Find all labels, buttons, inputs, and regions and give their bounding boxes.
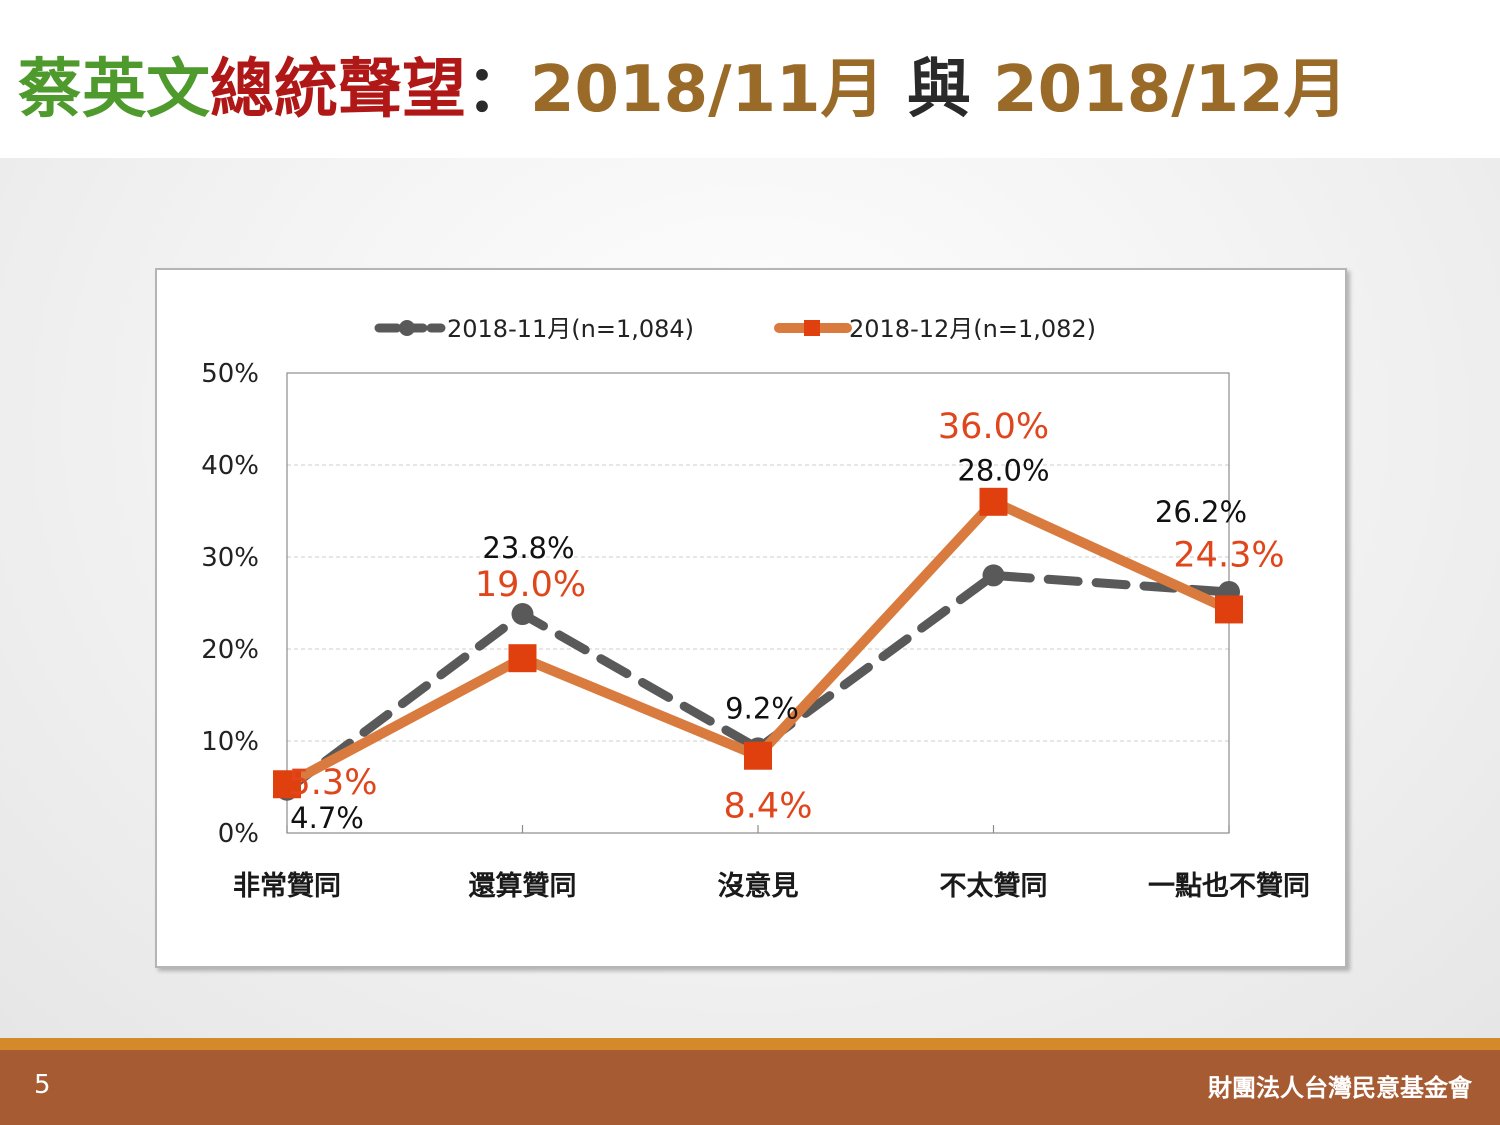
title-bar: 蔡英文總統聲望：2018/11月 與 2018/12月 xyxy=(0,0,1500,158)
series-dec-marker xyxy=(979,487,1008,516)
title-subject: 蔡英文 xyxy=(18,53,210,127)
data-label-nov: 28.0% xyxy=(957,453,1049,487)
data-label-dec: 19.0% xyxy=(475,565,586,605)
y-tick-label: 50% xyxy=(201,359,259,389)
organization-name: 財團法人台灣民意基金會 xyxy=(1208,1074,1472,1102)
title-date-2: 2018/12月 xyxy=(993,53,1348,127)
y-tick-label: 30% xyxy=(201,543,259,573)
data-label-nov: 23.8% xyxy=(482,531,574,565)
x-category-label: 不太贊同 xyxy=(940,871,1048,902)
series-dec-marker xyxy=(273,770,301,799)
x-category-label: 沒意見 xyxy=(718,870,799,902)
chart-frame: 0% 10% 20% 30% 40% 50% 非常贊同 還算贊同 沒意見 不太贊同 一點也不贊同 4.… xyxy=(155,268,1347,968)
y-tick-label: 40% xyxy=(201,451,259,481)
page-number: 5 xyxy=(34,1070,51,1100)
page-title: 蔡英文總統聲望：2018/11月 與 2018/12月 xyxy=(18,40,1348,140)
footer-accent-line xyxy=(0,1038,1500,1050)
series-nov-marker xyxy=(511,603,534,626)
title-colon: ： xyxy=(466,53,530,127)
data-label-nov: 26.2% xyxy=(1155,495,1247,529)
data-label-dec: 36.0% xyxy=(938,407,1049,447)
title-topic: 總統聲望 xyxy=(210,53,466,127)
legend-nov-marker xyxy=(399,320,415,336)
data-label-dec: 24.3% xyxy=(1173,535,1284,575)
series-dec-marker xyxy=(744,741,772,770)
data-label-nov: 9.2% xyxy=(725,691,799,725)
series-dec-marker xyxy=(508,644,537,673)
y-tick-label: 20% xyxy=(201,635,259,665)
y-tick-label: 0% xyxy=(218,819,259,849)
line-chart: 0% 10% 20% 30% 40% 50% 非常贊同 還算贊同 沒意見 不太贊同 一點也不贊同 4.… xyxy=(201,315,1310,902)
legend-dec-label: 2018-12月(n=1,082) xyxy=(849,315,1096,343)
data-label-nov: 4.7% xyxy=(290,801,364,835)
title-date-1: 2018/11月 xyxy=(530,53,885,127)
data-label-dec: 5.3% xyxy=(289,763,378,803)
x-category-label: 非常贊同 xyxy=(233,871,341,902)
legend-dec-marker xyxy=(804,320,820,336)
x-category-label: 還算贊同 xyxy=(469,870,577,902)
series-dec-marker xyxy=(1215,595,1243,624)
x-category-label: 一點也不贊同 xyxy=(1148,871,1310,902)
data-label-dec: 8.4% xyxy=(724,787,813,827)
title-and: 與 xyxy=(884,53,994,127)
legend-nov-label: 2018-11月(n=1,084) xyxy=(447,315,694,343)
y-tick-label: 10% xyxy=(201,727,259,757)
series-nov-marker xyxy=(982,564,1005,587)
series-nov-line xyxy=(282,570,1234,795)
footer-bar xyxy=(0,1050,1500,1125)
